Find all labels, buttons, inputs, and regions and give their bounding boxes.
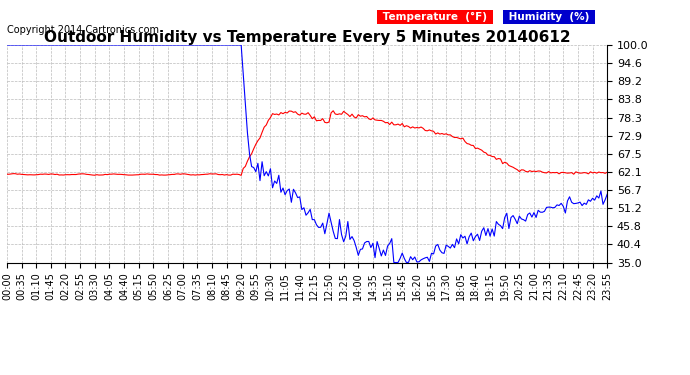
Text: Temperature  (°F): Temperature (°F) — [379, 12, 491, 22]
Title: Outdoor Humidity vs Temperature Every 5 Minutes 20140612: Outdoor Humidity vs Temperature Every 5 … — [43, 30, 571, 45]
Text: Humidity  (%): Humidity (%) — [505, 12, 593, 22]
Text: Copyright 2014 Cartronics.com: Copyright 2014 Cartronics.com — [7, 25, 159, 35]
